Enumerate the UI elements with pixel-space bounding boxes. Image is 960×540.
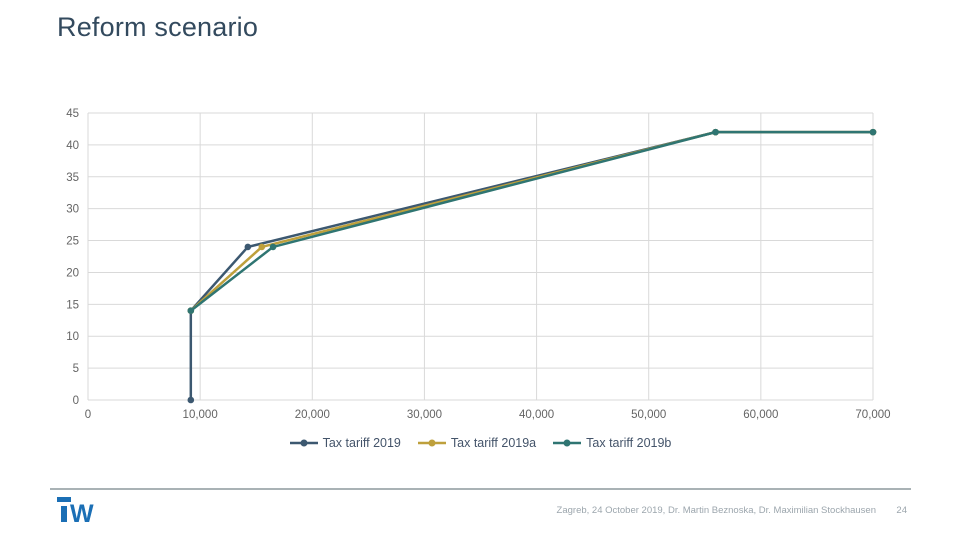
legend-item: Tax tariff 2019a xyxy=(417,436,536,450)
x-tick-label: 50,000 xyxy=(631,409,666,421)
y-tick-label: 45 xyxy=(66,108,79,120)
svg-text:W: W xyxy=(70,500,94,526)
y-tick-label: 0 xyxy=(73,395,79,407)
footer-divider xyxy=(50,488,911,490)
data-point-marker xyxy=(187,307,195,315)
legend-label: Tax tariff 2019b xyxy=(586,436,672,450)
footer-credit: Zagreb, 24 October 2019, Dr. Martin Bezn… xyxy=(556,505,876,516)
data-point-marker xyxy=(244,243,252,251)
x-tick-label: 20,000 xyxy=(295,409,330,421)
legend-marker-icon xyxy=(417,439,446,447)
gridlines xyxy=(87,112,874,401)
iw-logo: W xyxy=(57,496,121,528)
x-tick-label: 30,000 xyxy=(407,409,442,421)
page-number: 24 xyxy=(896,505,907,516)
data-point-marker xyxy=(712,128,719,136)
y-tick-label: 10 xyxy=(66,331,79,343)
x-tick-label: 60,000 xyxy=(743,409,778,421)
legend-label: Tax tariff 2019a xyxy=(450,436,537,450)
x-tick-label: 10,000 xyxy=(183,409,218,421)
legend-marker-icon xyxy=(289,439,318,447)
y-tick-label: 25 xyxy=(66,236,79,248)
series-line xyxy=(189,130,875,312)
tax-tariff-line-chart: 0 5 10 15 20 25 30 35 40 45 0 10,000 20,000 30,000 40,… xyxy=(40,100,920,440)
legend-item: Tax tariff 2019 xyxy=(289,436,401,450)
y-tick-label: 40 xyxy=(66,140,79,152)
series-line xyxy=(189,130,875,402)
x-tick-label: 0 xyxy=(85,409,91,421)
legend-item: Tax tariff 2019b xyxy=(552,436,671,450)
y-tick-label: 15 xyxy=(66,299,79,311)
legend-marker-icon xyxy=(553,439,582,447)
y-tick-label: 5 xyxy=(73,363,79,375)
y-tick-label: 30 xyxy=(66,204,79,216)
data-point-marker xyxy=(269,243,277,251)
y-tick-label: 20 xyxy=(66,267,79,279)
page-title: Reform scenario xyxy=(57,12,259,42)
y-tick-label: 35 xyxy=(66,172,79,184)
data-point-marker xyxy=(187,396,195,404)
x-tick-label: 40,000 xyxy=(519,409,554,421)
x-tick-label: 70,000 xyxy=(855,409,890,421)
data-point-marker xyxy=(869,128,877,136)
iw-logo-graphic: W xyxy=(57,497,94,528)
data-point-marker xyxy=(258,243,266,251)
chart-canvas: 0 5 10 15 20 25 30 35 40 45 0 10,000 20,000 30,000 40,… xyxy=(66,108,890,421)
series-line xyxy=(189,130,875,312)
chart-legend: Tax tariff 2019 Tax tariff 2019a Tax tarif… xyxy=(0,436,960,450)
legend-label: Tax tariff 2019 xyxy=(322,436,401,450)
